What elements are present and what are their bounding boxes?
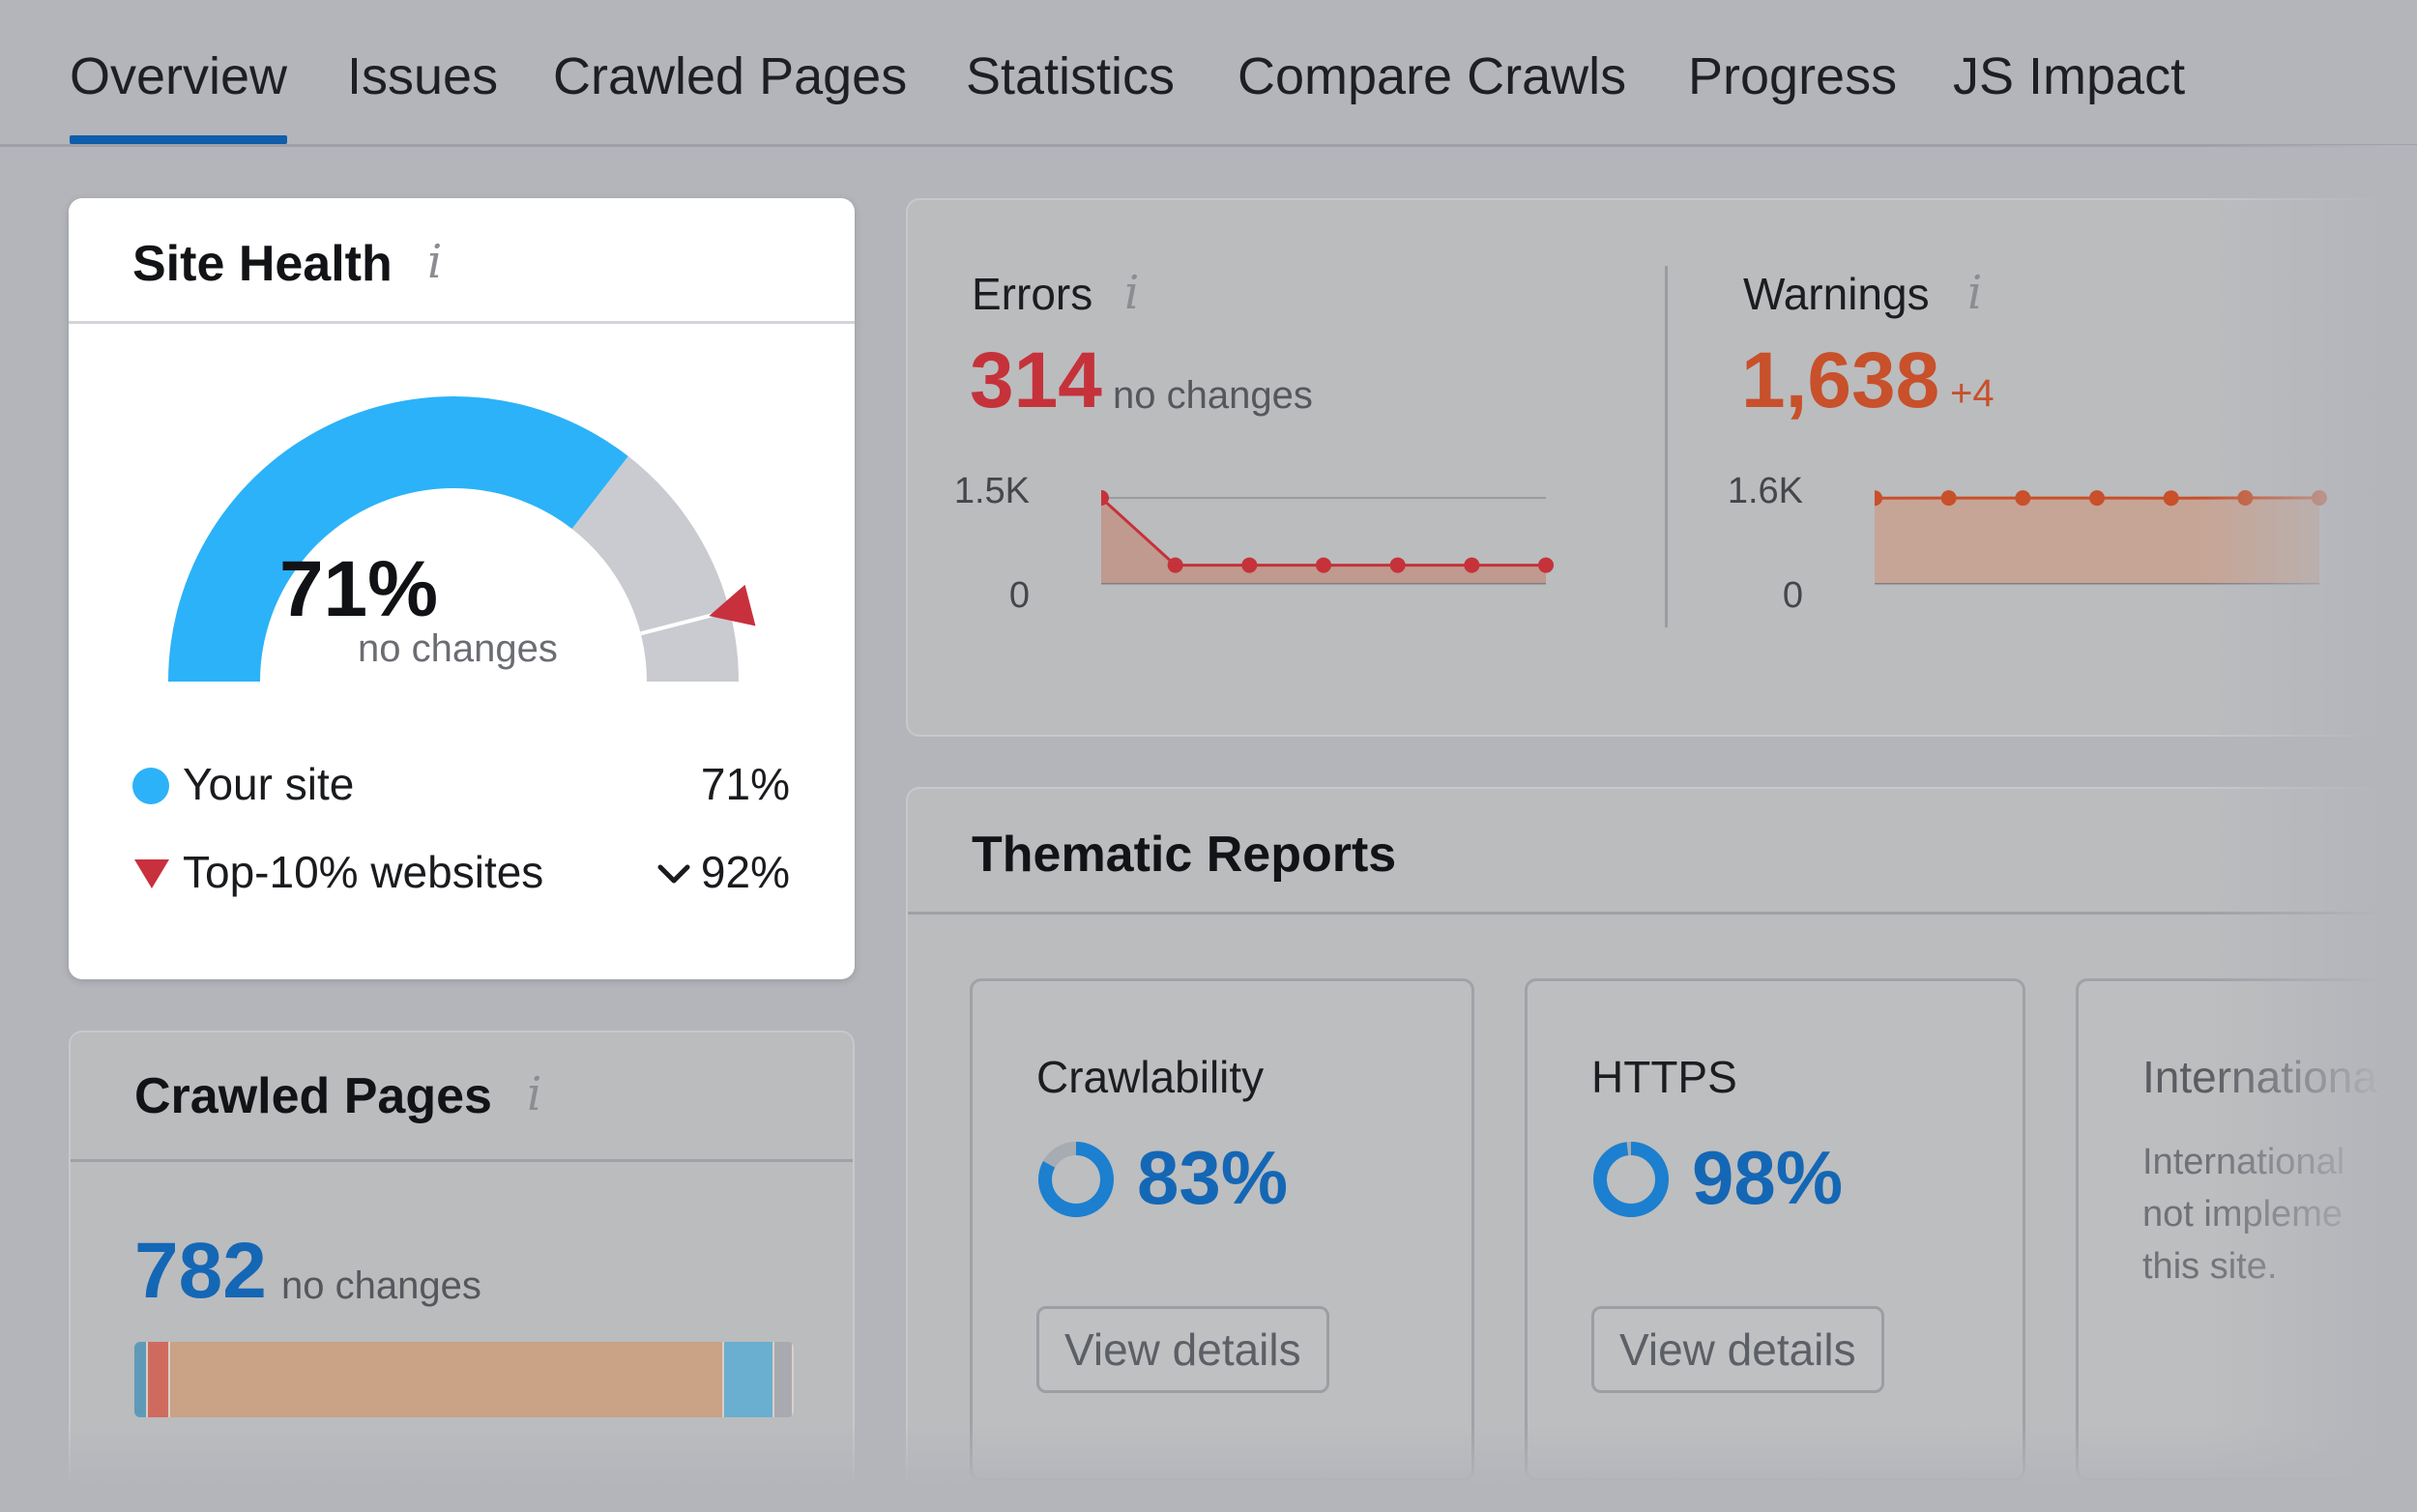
info-icon[interactable]: i	[527, 1067, 542, 1121]
errors-axis-max: 1.5K	[953, 471, 1030, 511]
report-score: 98%	[1692, 1135, 1844, 1220]
crawled-pages-status: no changes	[281, 1265, 481, 1307]
tab-crawled-pages[interactable]: Crawled Pages	[553, 47, 908, 105]
description-line: International	[2142, 1142, 2345, 1182]
trend-point	[1241, 557, 1258, 573]
crawled-pages-count[interactable]: 782	[134, 1227, 267, 1315]
site-health-status: no changes	[358, 627, 558, 670]
report-score: 83%	[1137, 1135, 1289, 1220]
crawled-pages-header: Crawled Pages i	[71, 1032, 853, 1162]
trend-point	[1316, 557, 1331, 573]
view-details-button[interactable]: View details	[1591, 1306, 1884, 1393]
report-name: Crawlability	[1036, 1052, 1265, 1102]
view-details-button[interactable]: View details	[1036, 1306, 1329, 1393]
top-10-marker-icon	[709, 584, 756, 626]
warnings-count[interactable]: 1,638	[1741, 336, 1940, 424]
site-health-gauge	[168, 396, 756, 682]
bar-segment[interactable]	[170, 1342, 725, 1417]
info-icon[interactable]: i	[1124, 266, 1140, 320]
thematic-reports-title: Thematic Reports	[972, 827, 1397, 883]
report-name: HTTPS	[1591, 1052, 1737, 1102]
bar-segment[interactable]	[134, 1342, 148, 1417]
report-international-seo[interactable]: Internationa International not impleme t…	[2076, 978, 2417, 1481]
progress-ring-icon	[1038, 1142, 1114, 1217]
legend-value: 92%	[700, 847, 790, 897]
warnings-delta: +4	[1950, 372, 1995, 415]
trend-point	[2163, 490, 2179, 507]
errors-trend-chart[interactable]	[1101, 471, 1604, 606]
trend-area	[1875, 498, 2319, 583]
legend-label: Your site	[183, 759, 355, 809]
errors-warnings-card: Errors i 314 no changes 1.5K 0 Warnings …	[906, 198, 2417, 737]
trend-line	[1101, 496, 1546, 567]
report-crawlability[interactable]: Crawlability 83% View details	[970, 978, 1474, 1481]
legend-value: 71%	[700, 759, 790, 809]
site-health-score: 71%	[278, 545, 439, 633]
trend-point	[1538, 557, 1554, 573]
info-icon[interactable]: i	[1967, 266, 1983, 320]
report-name: Internationa	[2142, 1052, 2377, 1102]
errors-count[interactable]: 314	[970, 336, 1102, 424]
legend-your-site: Your site 71%	[132, 754, 790, 812]
trend-point	[2237, 490, 2254, 506]
thematic-reports-header: Thematic Reports	[908, 789, 2417, 915]
description-line: this site.	[2142, 1246, 2278, 1287]
ring-progress	[1038, 1142, 1114, 1217]
red-triangle-icon	[134, 859, 169, 888]
bar-segment[interactable]	[147, 1342, 171, 1417]
trend-point	[1167, 557, 1183, 573]
bar-segment[interactable]	[773, 1342, 794, 1417]
tab-progress[interactable]: Progress	[1688, 47, 1898, 105]
errors-label: Errors	[972, 269, 1093, 319]
report-https[interactable]: HTTPS 98% View details	[1525, 978, 2025, 1481]
blue-dot-icon	[132, 768, 169, 804]
trend-point	[2015, 490, 2031, 507]
warnings-label: Warnings	[1743, 269, 1930, 319]
bar-segment[interactable]	[724, 1342, 774, 1417]
crawled-pages-bar[interactable]	[134, 1342, 794, 1417]
progress-ring-icon	[1593, 1142, 1669, 1217]
crawled-pages-card: Crawled Pages i 782 no changes	[69, 1031, 855, 1512]
legend-label: Top-10% websites	[183, 847, 544, 897]
tab-compare-crawls[interactable]: Compare Crawls	[1238, 47, 1627, 105]
gauge-fill-your-site	[168, 396, 628, 682]
errors-axis-min: 0	[1008, 575, 1030, 616]
chevron-down-icon[interactable]	[656, 863, 691, 887]
info-icon[interactable]: i	[427, 235, 443, 289]
trend-point	[1464, 557, 1480, 573]
trend-point	[1101, 490, 1109, 506]
warnings-trend-chart[interactable]	[1875, 471, 2416, 606]
crawled-pages-title: Crawled Pages	[134, 1068, 492, 1124]
warnings-axis-max: 1.6K	[1727, 471, 1803, 511]
tab-issues[interactable]: Issues	[347, 47, 499, 105]
errors-status: no changes	[1113, 374, 1313, 417]
ring-progress	[1593, 1142, 1669, 1217]
tab-js-impact[interactable]: JS Impact	[1953, 47, 2186, 105]
site-health-title: Site Health	[132, 236, 393, 292]
trend-point	[2089, 490, 2105, 507]
tab-bar: Overview Issues Crawled Pages Statistics…	[0, 0, 2417, 147]
divider	[1665, 266, 1668, 627]
description-line: not impleme	[2142, 1194, 2343, 1235]
trend-point	[2312, 490, 2327, 506]
gauge-track	[571, 455, 739, 682]
site-health-card: Site Health i 71% no changes Your site 7…	[69, 198, 855, 979]
tab-statistics[interactable]: Statistics	[966, 47, 1176, 105]
trend-point	[1389, 557, 1406, 573]
tab-overview[interactable]: Overview	[70, 47, 288, 144]
warnings-axis-min: 0	[1782, 575, 1803, 616]
legend-top-10[interactable]: Top-10% websites 92%	[132, 842, 790, 900]
trend-point	[1875, 490, 1882, 507]
site-health-header: Site Health i	[69, 198, 855, 324]
report-description: International not impleme this site.	[2142, 1136, 2417, 1293]
trend-point	[1940, 490, 1957, 507]
thematic-reports-card: Thematic Reports Crawlability 83% View d…	[906, 787, 2417, 1512]
